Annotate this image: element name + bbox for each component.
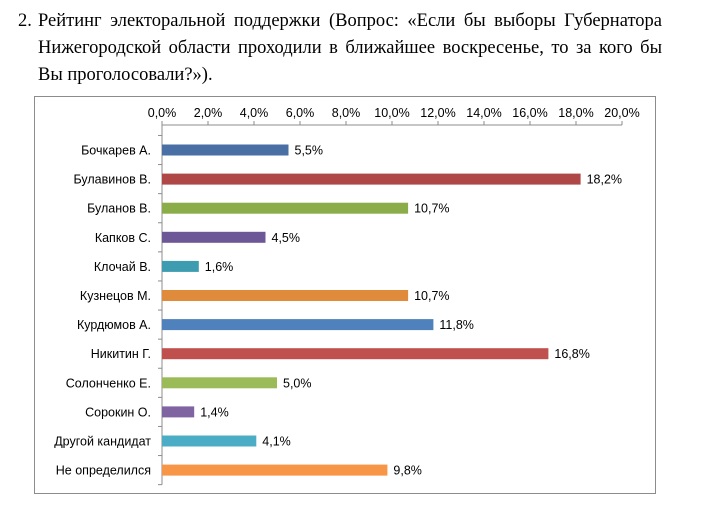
data-label: 5,5% [295,144,324,158]
bar [162,260,199,272]
bar [162,231,266,243]
data-label: 11,8% [439,318,474,332]
bar [162,377,277,389]
data-label: 10,7% [414,202,449,216]
data-label: 1,6% [205,260,234,274]
category-label: Булавинов В. [73,173,151,187]
data-label: 10,7% [414,289,449,303]
category-label: Курдюмов А. [77,318,151,332]
chart-frame: 0,0% 2,0% 4,0% 6,0% 8,0% 10,0% 12,0% 14,0% 16,0%… [34,96,656,494]
x-tick-label: 20,0% [604,106,639,120]
category-label: Клочай В. [94,260,151,274]
bar [162,348,549,360]
x-tick-label: 8,0% [332,106,361,120]
bar [162,464,388,476]
data-label: 1,4% [200,405,229,419]
bar-chart: 0,0% 2,0% 4,0% 6,0% 8,0% 10,0% 12,0% 14,0% 16,0%… [54,106,640,486]
category-label: Не определился [56,464,151,478]
bar [162,173,581,185]
bar [162,435,257,447]
x-tick-label: 12,0% [420,106,455,120]
x-tick-label: 14,0% [466,106,501,120]
bar [162,144,289,156]
bar [162,202,409,214]
data-label: 5,0% [283,376,312,390]
question-text: Рейтинг электоральной поддержки (Вопрос:… [38,11,662,85]
category-label: Кузнецов М. [80,289,151,303]
x-tick-label: 0,0% [148,106,177,120]
category-label: Другой кандидат [54,435,151,449]
data-label: 16,8% [554,347,589,361]
bar [162,319,434,331]
x-tick-label: 18,0% [558,106,593,120]
data-label: 4,1% [262,435,291,449]
category-label: Капков С. [95,231,151,245]
bar [162,290,409,301]
bar [162,406,195,418]
category-label: Никитин Г. [91,347,151,361]
category-label: Солонченко Е. [66,376,151,390]
question-number: 2. [18,11,32,31]
category-label: Сорокин О. [85,405,151,419]
question-heading: 2. Рейтинг электоральной поддержки (Вопр… [18,8,662,89]
x-tick-label: 10,0% [374,106,409,120]
data-label: 9,8% [393,464,422,478]
category-label: Бочкарев А. [81,144,151,158]
data-label: 18,2% [587,173,622,187]
category-label: Буланов В. [87,202,151,216]
x-tick-label: 4,0% [240,106,269,120]
x-tick-label: 6,0% [286,106,315,120]
data-label: 4,5% [272,231,301,245]
x-tick-label: 2,0% [194,106,223,120]
x-tick-label: 16,0% [512,106,547,120]
